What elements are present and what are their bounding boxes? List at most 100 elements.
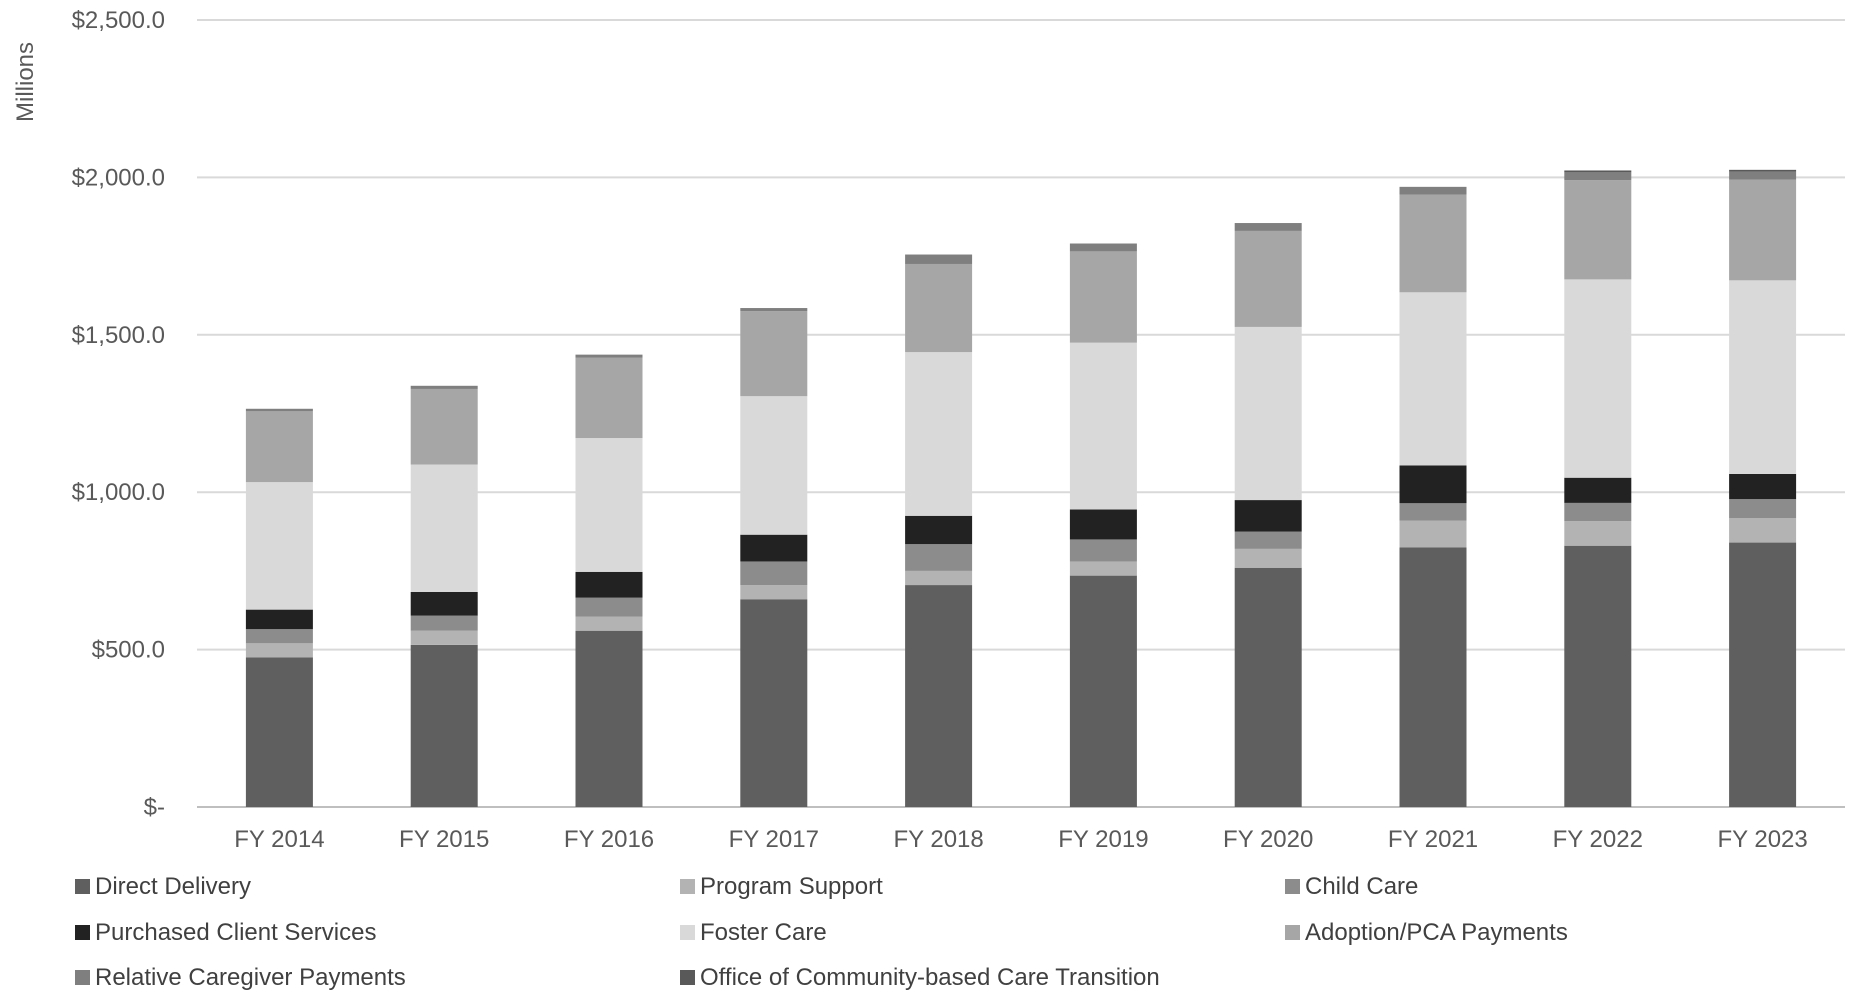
bar-segment-adoption-pca-payments	[1564, 180, 1632, 280]
bars	[245, 169, 1797, 807]
bar-segment-adoption-pca-payments	[740, 311, 808, 397]
bar-segment-program-support	[1234, 548, 1302, 568]
legend-label: Child Care	[1305, 873, 1418, 900]
bar-segment-child-care	[1729, 499, 1797, 519]
bar-segment-adoption-pca-payments	[1069, 251, 1137, 343]
bar-segment-program-support	[575, 616, 643, 631]
bar-segment-child-care	[1069, 539, 1137, 562]
bar-segment-child-care	[905, 544, 973, 571]
bar-segment-foster-care	[1399, 292, 1467, 466]
bar-segment-program-support	[410, 630, 478, 645]
bar-segment-relative-caregiver-payments	[1729, 171, 1797, 180]
bar-segment-purchased-client-services	[575, 571, 643, 598]
legend-swatch	[75, 970, 90, 985]
legend-swatch	[680, 879, 695, 894]
y-tick-label: $500.0	[92, 637, 165, 664]
bar-segment-foster-care	[1564, 279, 1632, 478]
legend-swatch	[1285, 925, 1300, 940]
x-tick-label: FY 2019	[1058, 826, 1148, 853]
legend-label: Purchased Client Services	[95, 919, 376, 946]
bar-segment-relative-caregiver-payments	[575, 354, 643, 358]
bar-segment-foster-care	[1729, 280, 1797, 474]
bar-segment-purchased-client-services	[905, 515, 973, 545]
bar-segment-child-care	[1564, 502, 1632, 522]
x-tick-label: FY 2016	[564, 826, 654, 853]
bar-segment-purchased-client-services	[1564, 477, 1632, 503]
bar-segment-program-support	[1729, 518, 1797, 543]
bar-segment-program-support	[1069, 561, 1137, 576]
bar-segment-child-care	[575, 597, 643, 617]
bar-segment-relative-caregiver-payments	[1234, 223, 1302, 231]
bar-segment-office-of-community-based-care-transition	[1729, 169, 1797, 172]
y-tick-label: $2,000.0	[72, 164, 165, 191]
legend-swatch	[75, 925, 90, 940]
x-tick-label: FY 2020	[1223, 826, 1313, 853]
bar-segment-office-of-community-based-care-transition	[1564, 170, 1632, 173]
legend-label: Foster Care	[700, 919, 827, 946]
bar-segment-direct-delivery	[1729, 542, 1797, 807]
legend-swatch	[1285, 879, 1300, 894]
bar-segment-adoption-pca-payments	[575, 357, 643, 439]
bar-segment-foster-care	[1234, 326, 1302, 501]
bar-segment-direct-delivery	[1069, 575, 1137, 807]
legend-swatch	[75, 879, 90, 894]
bar-segment-direct-delivery	[245, 657, 313, 807]
legend-label: Office of Community-based Care Transitio…	[700, 964, 1160, 991]
x-tick-label: FY 2021	[1388, 826, 1478, 853]
y-tick-label: $2,500.0	[72, 7, 165, 34]
bar-segment-program-support	[1399, 520, 1467, 548]
bar-segment-direct-delivery	[1564, 545, 1632, 807]
bar-segment-direct-delivery	[575, 630, 643, 807]
bar-segment-child-care	[245, 629, 313, 644]
bar-segment-foster-care	[905, 352, 973, 516]
bar-segment-relative-caregiver-payments	[905, 254, 973, 264]
bar-segment-child-care	[410, 615, 478, 631]
bar-segment-program-support	[740, 585, 808, 600]
bar-segment-relative-caregiver-payments	[1564, 172, 1632, 181]
legend: Direct Delivery Program Support Child Care…	[75, 873, 1568, 991]
bar-segment-foster-care	[740, 396, 808, 535]
bar-segment-relative-caregiver-payments	[740, 308, 808, 312]
legend-label: Adoption/PCA Payments	[1305, 919, 1568, 946]
bar-segment-purchased-client-services	[740, 534, 808, 562]
bar-segment-relative-caregiver-payments	[245, 408, 313, 412]
bar-segment-direct-delivery	[1234, 567, 1302, 807]
bar-segment-child-care	[740, 561, 808, 586]
x-tick-label: FY 2017	[729, 826, 819, 853]
x-tick-label: FY 2015	[399, 826, 489, 853]
bar-segment-purchased-client-services	[245, 609, 313, 630]
bar-segment-foster-care	[410, 464, 478, 592]
legend-label: Relative Caregiver Payments	[95, 964, 406, 991]
y-tick-label: $1,000.0	[72, 479, 165, 506]
bar-segment-program-support	[245, 643, 313, 658]
bar-segment-foster-care	[575, 438, 643, 572]
bar-segment-direct-delivery	[905, 585, 973, 807]
bar-segment-adoption-pca-payments	[1399, 194, 1467, 293]
x-tick-label: FY 2023	[1717, 826, 1807, 853]
legend-label: Direct Delivery	[95, 873, 251, 900]
bar-segment-direct-delivery	[410, 644, 478, 807]
bar-segment-foster-care	[245, 482, 313, 610]
bar-segment-relative-caregiver-payments	[1069, 243, 1137, 252]
legend-swatch	[680, 970, 695, 985]
y-tick-label: $-	[144, 794, 165, 821]
bar-segment-purchased-client-services	[1729, 473, 1797, 500]
bar-segment-direct-delivery	[740, 599, 808, 807]
bar-segment-purchased-client-services	[1399, 465, 1467, 504]
legend-swatch	[680, 925, 695, 940]
bar-segment-adoption-pca-payments	[1234, 230, 1302, 327]
x-axis-ticks: FY 2014 FY 2015 FY 2016 FY 2017 FY 2018 FY 20…	[234, 826, 1807, 853]
bar-segment-adoption-pca-payments	[905, 263, 973, 353]
x-tick-label: FY 2014	[234, 826, 324, 853]
bar-segment-purchased-client-services	[1069, 509, 1137, 540]
x-tick-label: FY 2018	[893, 826, 983, 853]
bar-segment-direct-delivery	[1399, 547, 1467, 807]
bar-segment-purchased-client-services	[410, 591, 478, 616]
bar-segment-adoption-pca-payments	[410, 388, 478, 465]
bar-segment-child-care	[1399, 503, 1467, 521]
bar-segment-program-support	[905, 570, 973, 586]
y-tick-label: $1,500.0	[72, 322, 165, 349]
legend-label: Program Support	[700, 873, 883, 900]
bar-segment-purchased-client-services	[1234, 500, 1302, 532]
